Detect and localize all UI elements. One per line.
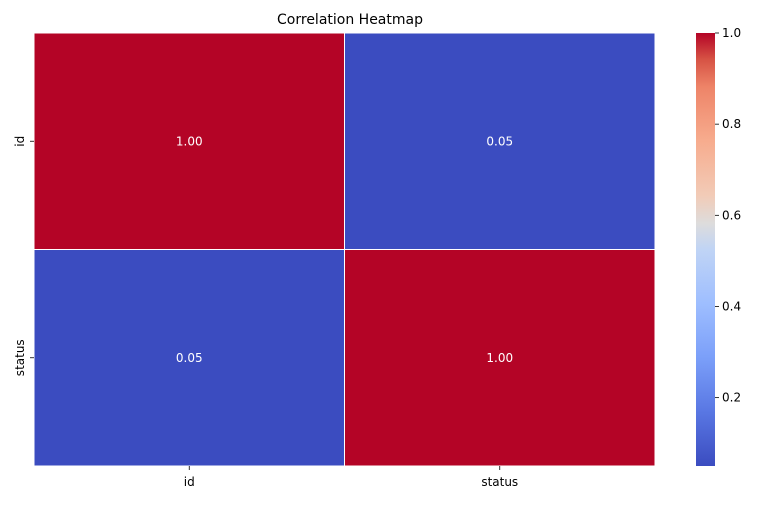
- heatmap-cells: 1.00 0.05 0.05 1.00: [33, 32, 656, 467]
- cell-value-label: 0.05: [486, 134, 513, 148]
- heatmap-cell: [33, 249, 345, 467]
- cell-value-label: 1.00: [486, 351, 513, 365]
- heatmap-cell: [33, 32, 345, 250]
- x-tick-label: id: [184, 475, 195, 489]
- x-tick-label: status: [481, 475, 518, 489]
- y-axis: id status: [13, 136, 34, 376]
- colorbar: 0.2 0.4 0.6 0.8 1.0: [696, 26, 741, 466]
- y-tick-label: id: [13, 136, 27, 147]
- heatmap-cell: [344, 249, 656, 467]
- colorbar-tick-label: 0.8: [722, 117, 741, 131]
- colorbar-tick-label: 1.0: [722, 26, 741, 40]
- colorbar-tick-label: 0.6: [722, 208, 741, 222]
- x-axis: id status: [184, 466, 518, 489]
- colorbar-tick-label: 0.4: [722, 299, 741, 313]
- colorbar-tick-label: 0.2: [722, 391, 741, 405]
- heatmap-cell: [344, 32, 656, 250]
- y-tick-label: status: [13, 339, 27, 376]
- cell-value-label: 1.00: [176, 134, 203, 148]
- colorbar-gradient: [696, 33, 715, 466]
- cell-value-label: 0.05: [176, 351, 203, 365]
- chart-title: Correlation Heatmap: [277, 12, 423, 28]
